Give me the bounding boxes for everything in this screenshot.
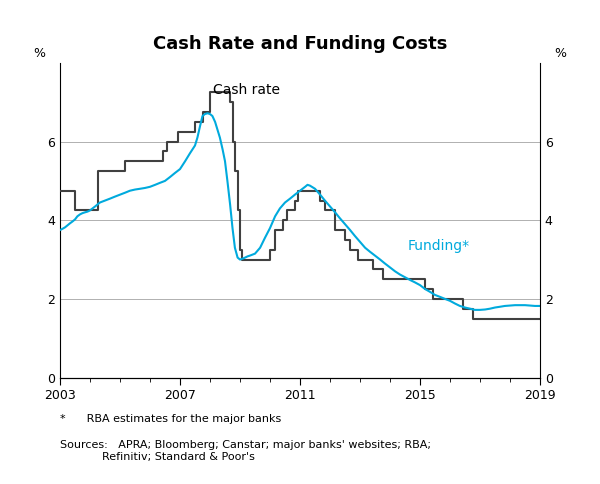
Text: Sources:   APRA; Bloomberg; Canstar; major banks' websites; RBA;
            Ref: Sources: APRA; Bloomberg; Canstar; major… [60,440,431,462]
Text: Cash rate: Cash rate [213,83,280,97]
Title: Cash Rate and Funding Costs: Cash Rate and Funding Costs [153,35,447,53]
Text: *      RBA estimates for the major banks: * RBA estimates for the major banks [60,414,281,424]
Text: %: % [554,47,566,60]
Text: %: % [34,47,46,60]
Text: Funding*: Funding* [408,239,470,253]
